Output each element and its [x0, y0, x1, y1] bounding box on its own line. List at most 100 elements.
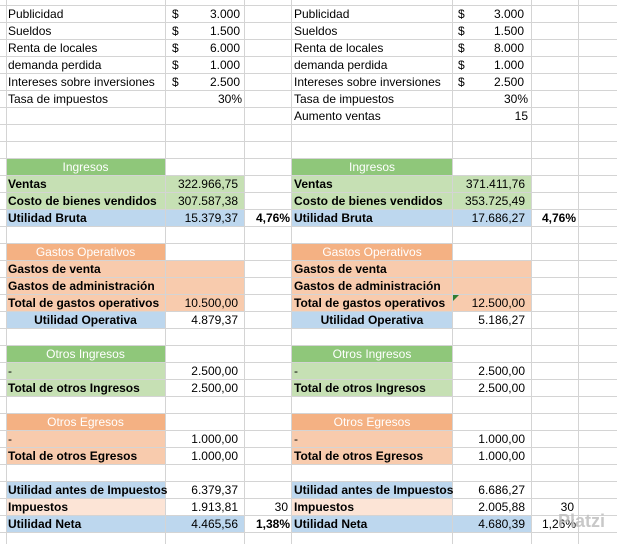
- otros-ingresos-header[interactable]: Otros Ingresos: [332, 347, 412, 361]
- utilidad-neta-pct[interactable]: 1,38%: [255, 517, 290, 531]
- utilidad-bruta-pct[interactable]: 4,76%: [255, 211, 290, 225]
- utilidad-operativa-label[interactable]: Utilidad Operativa: [34, 313, 137, 327]
- gastos-operativos-header[interactable]: Gastos Operativos: [35, 245, 136, 259]
- uai-value[interactable]: 6.379,37: [191, 483, 238, 497]
- utilidad-neta-value[interactable]: 4.465,56: [191, 517, 238, 531]
- tax-rate-label[interactable]: Tasa de impuestos: [8, 92, 109, 106]
- param-label[interactable]: Intereses sobre inversiones: [294, 75, 441, 89]
- utilidad-operativa-label[interactable]: Utilidad Operativa: [320, 313, 424, 327]
- fill-otros-ingresos-header-right: [292, 346, 452, 363]
- otros-ingresos-dash[interactable]: -: [294, 364, 298, 378]
- gastos-admin-label[interactable]: Gastos de administración: [8, 279, 155, 293]
- gridline-horizontal: [0, 311, 617, 312]
- utilidad-bruta-pct[interactable]: 4,76%: [541, 211, 576, 225]
- param-value[interactable]: 1.500: [493, 24, 524, 38]
- param-label[interactable]: Sueldos: [294, 24, 338, 38]
- otros-ingresos-value[interactable]: 2.500,00: [191, 364, 238, 378]
- utilidad-operativa-value[interactable]: 4.879,37: [191, 313, 238, 327]
- ventas-value[interactable]: 322.966,75: [177, 177, 238, 191]
- total-gastos-value[interactable]: 12.500,00: [471, 296, 525, 310]
- utilidad-operativa-value[interactable]: 5.186,27: [478, 313, 525, 327]
- gastos-admin-label[interactable]: Gastos de administración: [294, 279, 441, 293]
- ventas-value[interactable]: 371.411,76: [465, 177, 525, 191]
- gridline-horizontal: [0, 158, 617, 159]
- utilidad-neta-pct[interactable]: 1,26%: [541, 517, 576, 531]
- otros-egresos-dash[interactable]: -: [294, 432, 298, 446]
- otros-egresos-header[interactable]: Otros Egresos: [333, 415, 411, 429]
- impuestos-rate[interactable]: 30: [274, 500, 288, 514]
- impuestos-rate[interactable]: 30: [560, 500, 574, 514]
- utilidad-bruta-label[interactable]: Utilidad Bruta: [294, 211, 373, 225]
- gastos-venta-label[interactable]: Gastos de venta: [294, 262, 387, 276]
- param-value[interactable]: 8.000: [493, 41, 524, 55]
- costo-label[interactable]: Costo de bienes vendidos: [294, 194, 443, 208]
- utilidad-bruta-value[interactable]: 15.379,37: [184, 211, 238, 225]
- impuestos-value[interactable]: 2.005,88: [478, 500, 525, 514]
- ingresos-header[interactable]: Ingresos: [348, 160, 396, 174]
- total-otros-ingresos-label[interactable]: Total de otros Ingresos: [294, 381, 426, 395]
- param-value[interactable]: 3.000: [493, 7, 524, 21]
- param-value[interactable]: 1.000: [209, 58, 240, 72]
- param-label[interactable]: Sueldos: [8, 24, 52, 38]
- param-label[interactable]: demanda perdida: [8, 58, 102, 72]
- param-value[interactable]: 6.000: [209, 41, 240, 55]
- total-otros-egresos-label[interactable]: Total de otros Egresos: [8, 449, 138, 463]
- param-value[interactable]: 2.500: [209, 75, 240, 89]
- gridline-horizontal: [0, 192, 617, 193]
- sales-increase-label[interactable]: Aumento ventas: [294, 109, 381, 123]
- otros-ingresos-value[interactable]: 2.500,00: [478, 364, 525, 378]
- otros-egresos-value[interactable]: 1.000,00: [478, 432, 525, 446]
- impuestos-label[interactable]: Impuestos: [294, 500, 355, 514]
- total-gastos-label[interactable]: Total de gastos operativos: [294, 296, 446, 310]
- ventas-label[interactable]: Ventas: [294, 177, 333, 191]
- param-value[interactable]: 1.500: [209, 24, 240, 38]
- tax-rate-value[interactable]: 30%: [503, 92, 528, 106]
- utilidad-neta-value[interactable]: 4.680,39: [478, 517, 525, 531]
- total-otros-egresos-value[interactable]: 1.000,00: [191, 449, 238, 463]
- impuestos-label[interactable]: Impuestos: [8, 500, 69, 514]
- gastos-venta-label[interactable]: Gastos de venta: [8, 262, 101, 276]
- param-value[interactable]: 1.000: [493, 58, 524, 72]
- param-label[interactable]: Renta de locales: [8, 41, 98, 55]
- otros-ingresos-dash[interactable]: -: [8, 364, 12, 378]
- sales-increase-value[interactable]: 15: [514, 109, 528, 123]
- total-otros-egresos-value[interactable]: 1.000,00: [478, 449, 525, 463]
- param-label[interactable]: Publicidad: [294, 7, 350, 21]
- otros-egresos-header[interactable]: Otros Egresos: [47, 415, 124, 429]
- utilidad-bruta-value[interactable]: 17.686,27: [471, 211, 525, 225]
- impuestos-value[interactable]: 1.913,81: [191, 500, 238, 514]
- otros-egresos-value[interactable]: 1.000,00: [191, 432, 238, 446]
- ingresos-header[interactable]: Ingresos: [62, 160, 109, 174]
- otros-egresos-dash[interactable]: -: [8, 432, 12, 446]
- param-label[interactable]: demanda perdida: [294, 58, 388, 72]
- param-label[interactable]: Renta de locales: [294, 41, 384, 55]
- ventas-label[interactable]: Ventas: [8, 177, 47, 191]
- total-gastos-value[interactable]: 10.500,00: [184, 296, 238, 310]
- uai-label[interactable]: Utilidad antes de Impuestos: [294, 483, 454, 497]
- gridline-horizontal: [0, 90, 617, 91]
- total-otros-ingresos-value[interactable]: 2.500,00: [478, 381, 525, 395]
- param-label[interactable]: Publicidad: [8, 7, 64, 21]
- utilidad-neta-label[interactable]: Utilidad Neta: [8, 517, 82, 531]
- costo-value[interactable]: 353.725,49: [464, 194, 525, 208]
- utilidad-neta-label[interactable]: Utilidad Neta: [294, 517, 368, 531]
- fill-gastos-rows-left: [6, 261, 244, 312]
- utilidad-bruta-label[interactable]: Utilidad Bruta: [8, 211, 87, 225]
- costo-label[interactable]: Costo de bienes vendidos: [8, 194, 157, 208]
- total-gastos-label[interactable]: Total de gastos operativos: [8, 296, 160, 310]
- param-value[interactable]: 3.000: [209, 7, 240, 21]
- fill-ingresos-header-right: [292, 159, 452, 176]
- total-otros-ingresos-label[interactable]: Total de otros Ingresos: [8, 381, 140, 395]
- param-label[interactable]: Intereses sobre inversiones: [8, 75, 155, 89]
- tax-rate-value[interactable]: 30%: [217, 92, 242, 106]
- otros-ingresos-header[interactable]: Otros Ingresos: [46, 347, 125, 361]
- total-otros-egresos-label[interactable]: Total de otros Egresos: [294, 449, 424, 463]
- costo-value[interactable]: 307.587,38: [177, 194, 238, 208]
- param-value[interactable]: 2.500: [493, 75, 524, 89]
- uai-value[interactable]: 6.686,27: [478, 483, 525, 497]
- tax-rate-label[interactable]: Tasa de impuestos: [294, 92, 395, 106]
- gastos-operativos-header[interactable]: Gastos Operativos: [322, 245, 422, 259]
- uai-label[interactable]: Utilidad antes de Impuestos: [8, 483, 168, 497]
- total-otros-ingresos-value[interactable]: 2.500,00: [191, 381, 238, 395]
